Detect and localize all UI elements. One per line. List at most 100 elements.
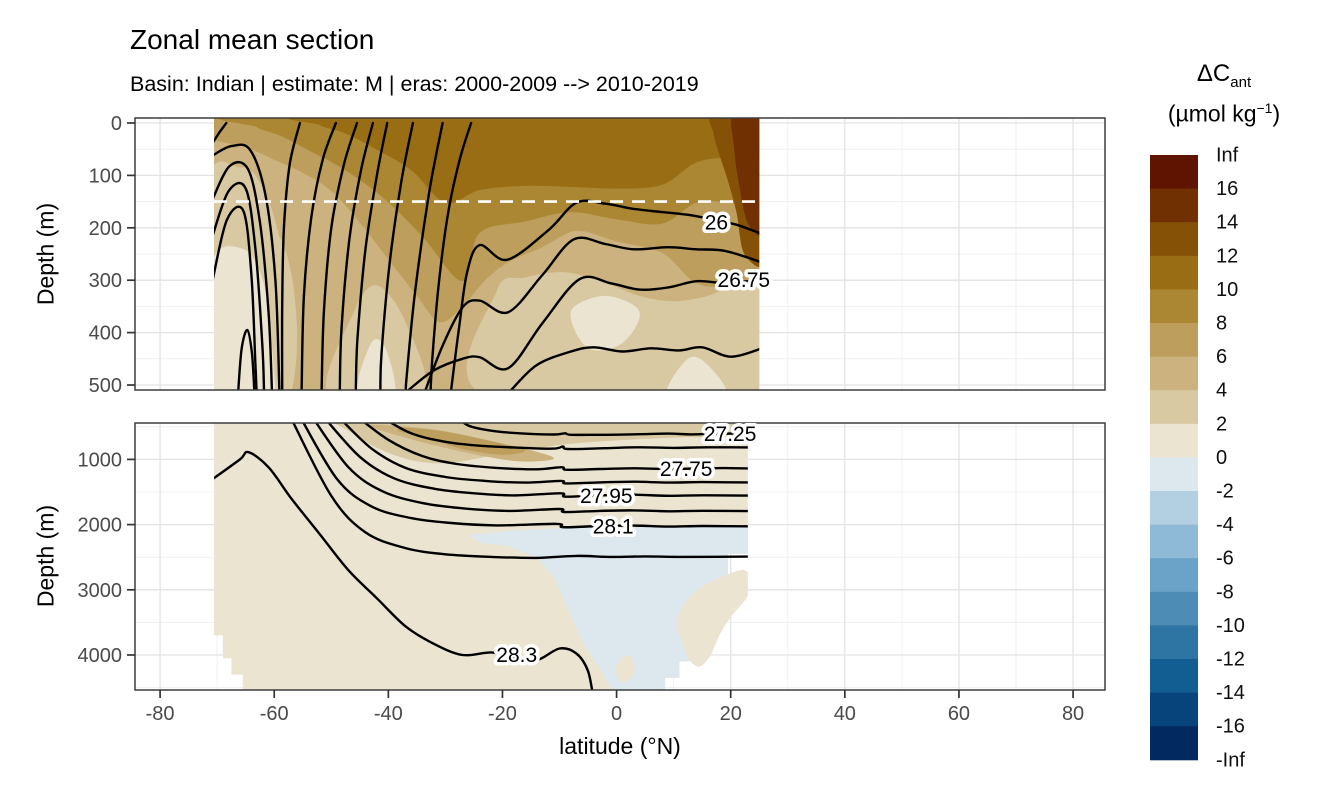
x-axis-tick-label: -40: [374, 703, 403, 725]
x-axis-title: latitude (°N): [559, 733, 681, 759]
colorbar-band: [1150, 188, 1198, 223]
colorbar-band: [1150, 524, 1198, 559]
contour-fill-band: [676, 569, 748, 667]
colorbar-tick-label: -4: [1216, 514, 1234, 536]
isopycnal-contour-line: [327, 423, 748, 498]
contour-label: 27.75: [660, 458, 713, 481]
x-axis-tick-label: -80: [146, 703, 175, 725]
panel-shallow: 0 100 200 300 400 500: [89, 113, 1106, 397]
isopycnal-contour-line: [280, 121, 302, 390]
colorbar-band: [1150, 591, 1198, 626]
isopycnal-contour-line: [302, 423, 748, 529]
colorbar-band: [1150, 491, 1198, 526]
y-axis-tick-label: 1000: [78, 449, 123, 471]
isopycnal-contour-line: [237, 328, 256, 390]
contour-label: 27.25: [704, 423, 757, 446]
colorbar-band: [1150, 726, 1198, 761]
colorbar-tick-label: -12: [1216, 649, 1245, 671]
x-axis-tick-label: -20: [488, 703, 517, 725]
colorbar-tick-label: -2: [1216, 481, 1234, 503]
y-axis-tick-label: 100: [89, 165, 122, 187]
chart-title: Zonal mean section: [130, 24, 375, 55]
colorbar-tick-label: -8: [1216, 581, 1234, 603]
isopycnal-contour-line: [320, 121, 359, 390]
colorbar-tick-label: 2: [1216, 413, 1227, 435]
colorbar-tick-label: 10: [1216, 279, 1238, 301]
y-axis-tick-label: 0: [111, 113, 122, 135]
isopycnal-contour-line: [214, 160, 274, 390]
isopycnal-contour-line: [424, 236, 760, 390]
contour-fill-band: [615, 655, 636, 683]
x-axis-tick-label: -60: [260, 703, 289, 725]
colorbar-band: [1150, 356, 1198, 391]
colorbar-tick-label: Inf: [1216, 145, 1239, 167]
contour-fill-band: [468, 527, 748, 690]
isopycnal-contour-line: [214, 205, 258, 390]
colorbar-tick-label: -16: [1216, 716, 1245, 738]
x-axis-tick-label: 60: [948, 703, 970, 725]
colorbar-band: [1150, 289, 1198, 324]
isopycnal-contour-line: [214, 121, 228, 143]
colorbar-tick-label: -6: [1216, 548, 1234, 570]
colorbar: Inf 16 14 12 10 8 6 4 2 0 -2 -4 -6 -8 -10 -12 -14 -16 -Inf: [1150, 145, 1245, 771]
colorbar-band: [1150, 390, 1198, 425]
colorbar-tick-label: 6: [1216, 346, 1227, 368]
isopycnal-contour-line: [214, 143, 281, 390]
y-axis-tick-label: 300: [89, 270, 122, 292]
colorbar-band: [1150, 423, 1198, 458]
contour-fill-band: [325, 285, 427, 390]
y-axis-tick-label: 500: [89, 375, 122, 397]
colorbar-tick-label: 4: [1216, 380, 1227, 402]
x-axis-tick-label: 40: [834, 703, 856, 725]
colorbar-tick-label: 12: [1216, 245, 1238, 267]
isopycnal-contour-line: [429, 121, 473, 390]
legend-title: ΔCant: [1196, 60, 1252, 91]
isopycnal-contour-line: [342, 423, 748, 485]
isopycnal-contour-line: [363, 423, 748, 472]
colorbar-band: [1150, 222, 1198, 257]
chart-subtitle: Basin: Indian | estimate: M | eras: 2000…: [130, 72, 699, 96]
isopycnal-contour-line: [214, 450, 594, 690]
colorbar-tick-label: -14: [1216, 682, 1245, 704]
contour-fill-band: [356, 338, 396, 390]
colorbar-band: [1150, 558, 1198, 593]
x-axis-tick-label: 20: [720, 703, 742, 725]
y-axis-tick-label: 4000: [78, 645, 123, 667]
x-axis-tick-label: 0: [611, 703, 622, 725]
contour-fill-band: [397, 427, 526, 455]
contour-fill-band: [667, 356, 727, 390]
isopycnal-contour-line: [389, 423, 748, 451]
colorbar-band: [1150, 625, 1198, 660]
colorbar-tick-label: 14: [1216, 212, 1238, 234]
isopycnal-contour-line: [214, 181, 266, 390]
panel-border: [134, 117, 1106, 391]
isopycnal-contour-line: [314, 423, 748, 514]
contour-label: 27.95: [580, 485, 633, 508]
colorbar-band: [1150, 255, 1198, 290]
colorbar-tick-label: 16: [1216, 178, 1238, 200]
contour-label: 28.3: [496, 644, 537, 667]
legend-units: (µmol kg−1): [1167, 100, 1281, 127]
colorbar-band: [1150, 457, 1198, 492]
colorbar-band: [1150, 155, 1198, 190]
panel-deep: 1000 2000 3000 4000 -80 -60 -40 -20 0 20 40 60 80: [78, 422, 1106, 725]
colorbar-band: [1150, 692, 1198, 727]
y-axis-tick-label: 3000: [78, 580, 123, 602]
isopycnal-contour-line: [407, 275, 760, 390]
colorbar-tick-label: 8: [1216, 313, 1227, 335]
contour-fill-band: [286, 118, 760, 204]
x-axis-tick-label: 80: [1062, 703, 1084, 725]
y-axis-tick-label: 400: [89, 323, 122, 345]
y-axis-tick-label: 200: [89, 218, 122, 240]
colorbar-tick-label: -Inf: [1216, 749, 1245, 771]
isopycnal-contour-line: [461, 423, 748, 437]
colorbar-tick-label: -10: [1216, 615, 1245, 637]
contour-label: 26.75: [718, 269, 771, 292]
isopycnal-contour-line: [300, 121, 338, 390]
contour-fill-band: [570, 295, 640, 351]
contour-fill-band: [730, 118, 760, 237]
isopycnal-contour-line: [354, 121, 389, 390]
